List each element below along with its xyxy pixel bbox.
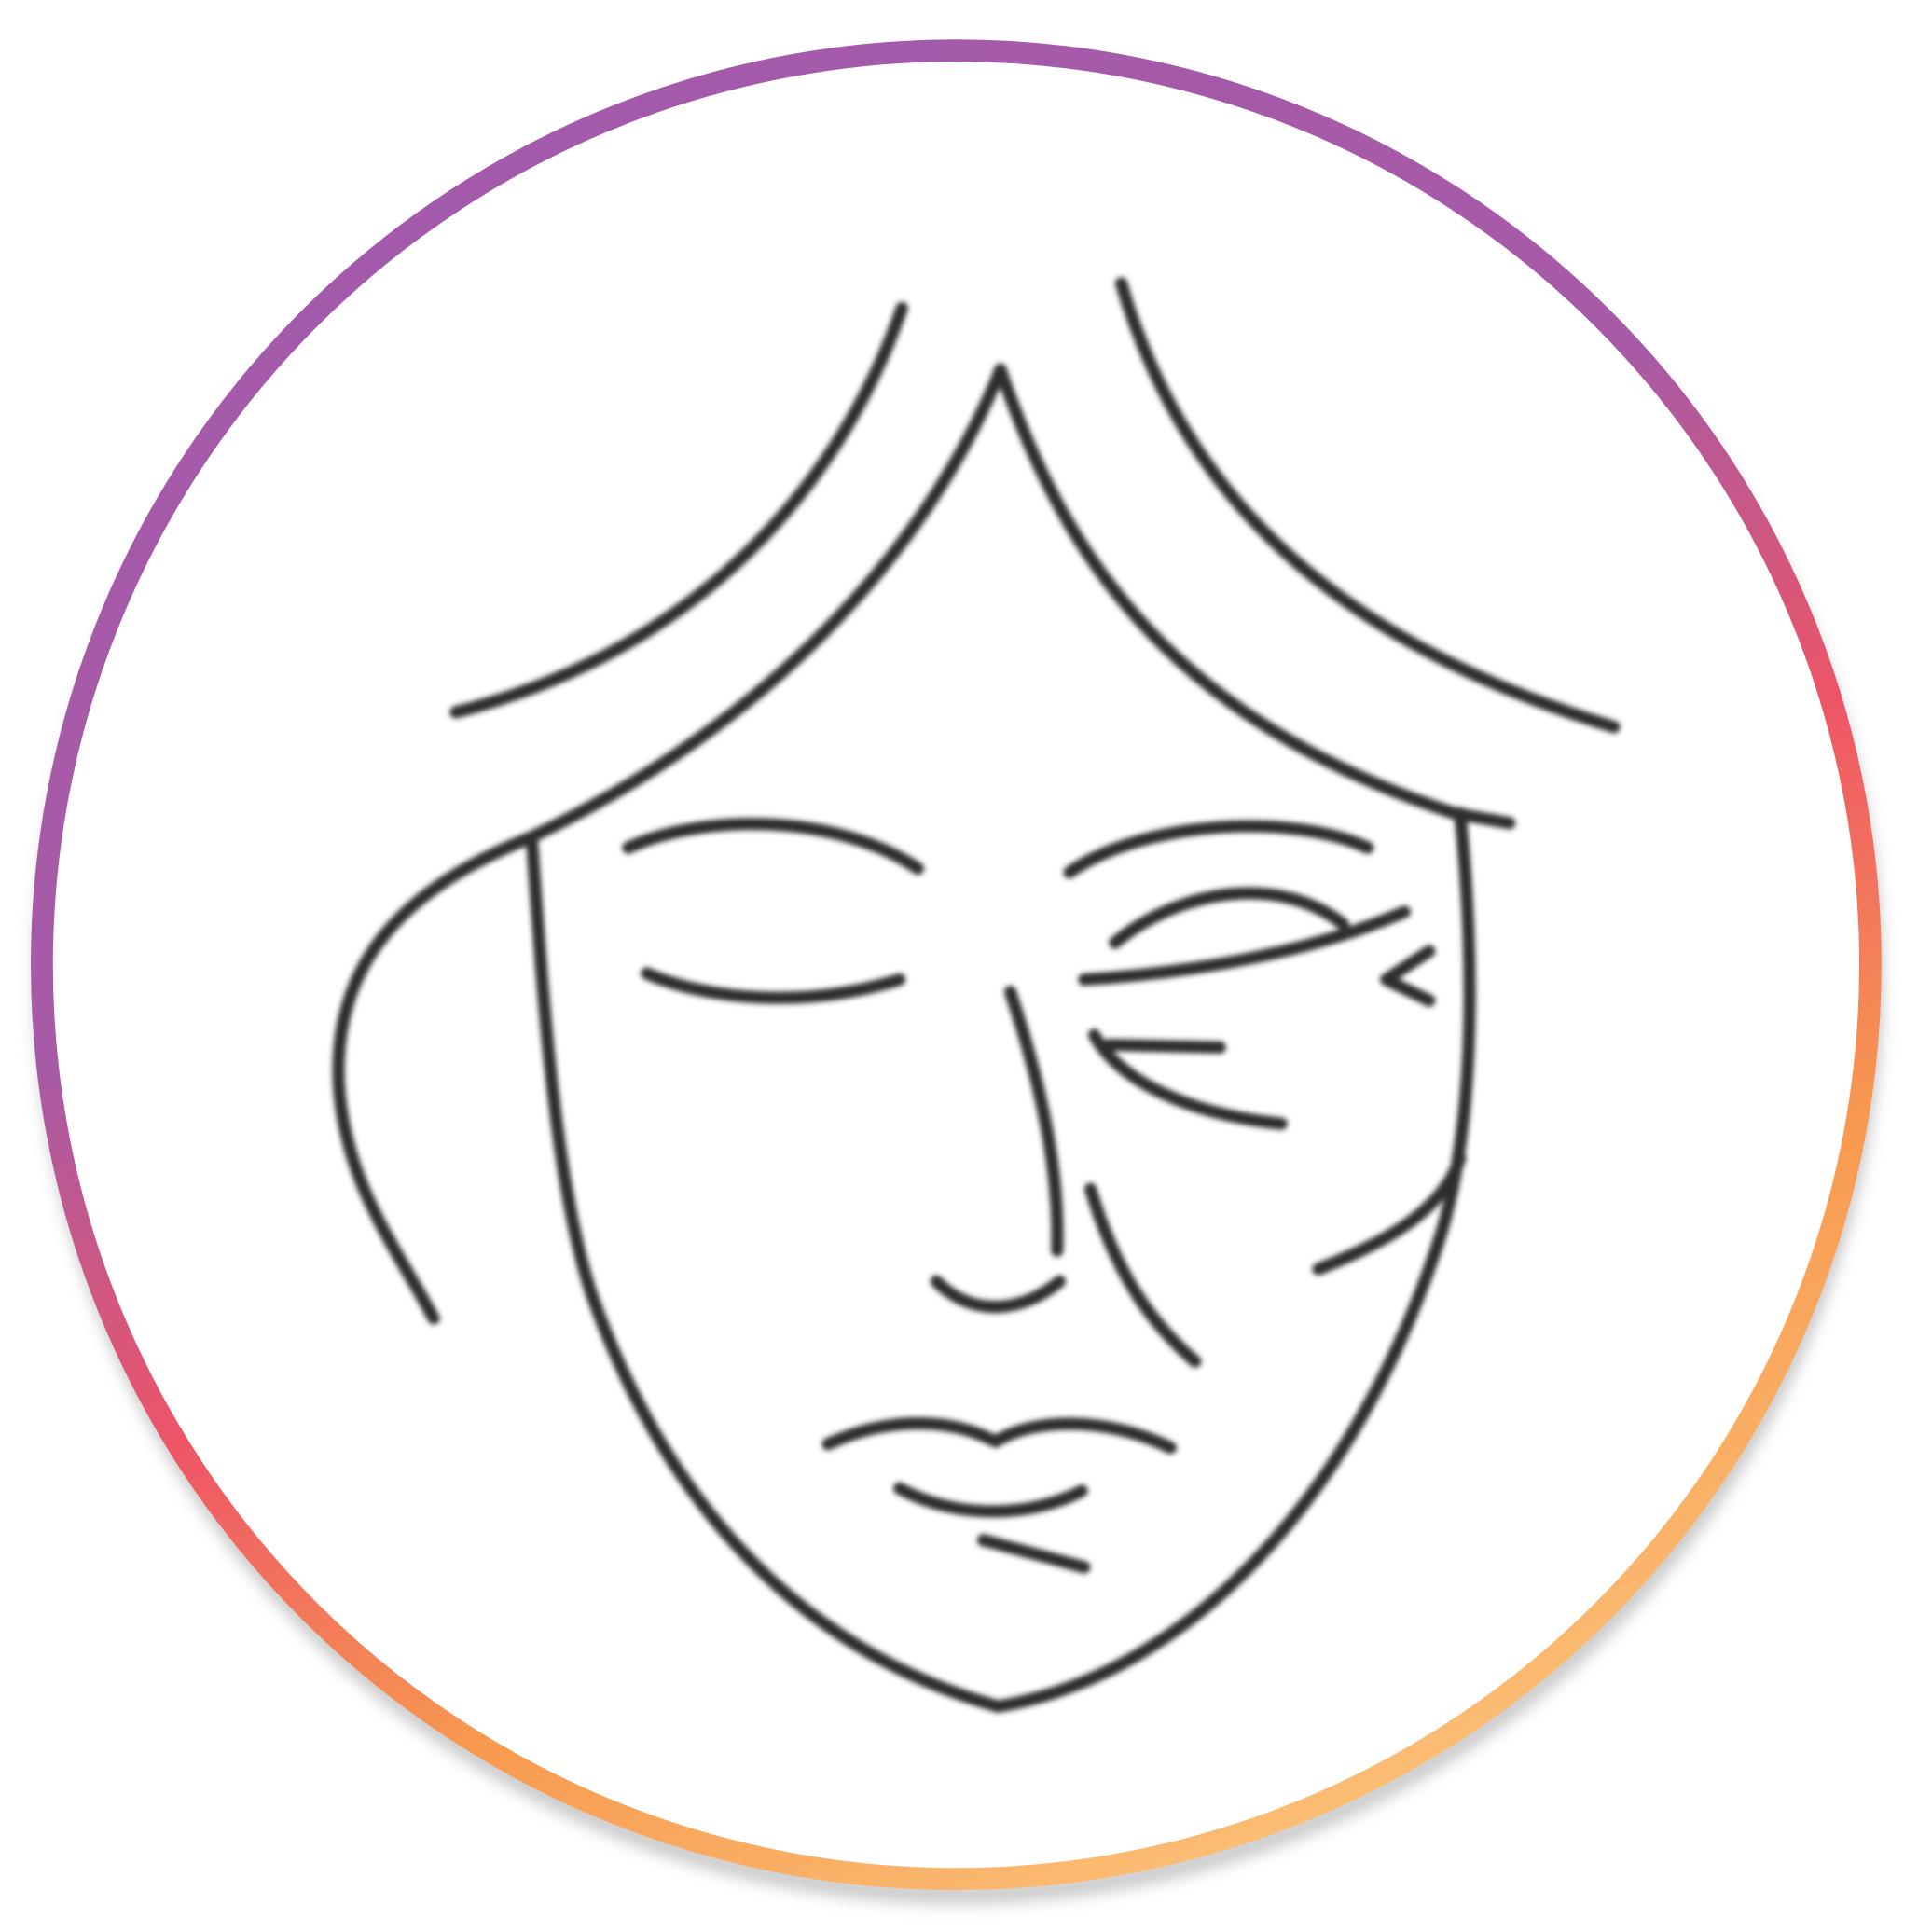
brow-right (1063, 820, 1374, 879)
hair-left (332, 363, 1007, 1325)
hair-strand-left (449, 301, 908, 719)
cheek-line (1083, 1182, 1202, 1368)
hair-strand-right (1114, 277, 1621, 734)
gradient-ring (31, 39, 1882, 1891)
nostrils (930, 1275, 1067, 1314)
lower-lip (893, 1482, 1088, 1518)
nose (1003, 986, 1064, 1257)
chin (976, 1534, 1091, 1574)
eye-left (641, 967, 906, 1004)
hair-right (994, 363, 1516, 830)
upper-lip (821, 1416, 1177, 1455)
eye-right-lid (1109, 887, 1349, 949)
face-contour (526, 807, 1476, 1713)
face-drawing (332, 277, 1621, 1713)
under-eye-line (1102, 1038, 1226, 1054)
eye-right (1078, 905, 1412, 987)
under-eye (1087, 1028, 1288, 1130)
cheek-right (1312, 1152, 1467, 1276)
brow-left (622, 818, 925, 876)
eye-corner (1380, 945, 1436, 1007)
